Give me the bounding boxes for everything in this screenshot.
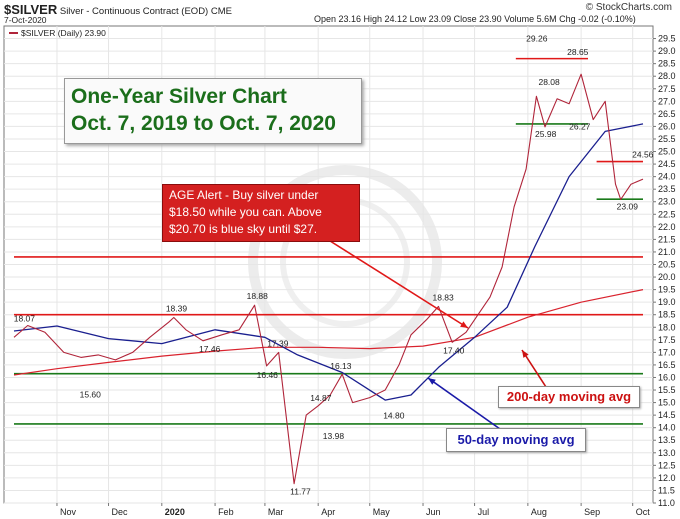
- y-tick-label: 26.0: [658, 121, 676, 131]
- x-tick-label: Sep: [584, 507, 600, 517]
- title-line-1: One-Year Silver Chart: [71, 85, 287, 108]
- y-tick-label: 19.5: [658, 285, 676, 295]
- point-label: 11.77: [290, 487, 311, 497]
- legend-label: $SILVER (Daily) 23.90: [21, 28, 106, 38]
- y-tick-label: 14.5: [658, 410, 676, 420]
- point-label: 17.46: [199, 344, 221, 354]
- exchange: CME: [210, 6, 232, 17]
- y-tick-label: 18.5: [658, 310, 676, 320]
- x-tick-label: Oct: [636, 507, 651, 517]
- point-label: 28.65: [567, 47, 589, 57]
- chart-header: $SILVER Silver - Continuous Contract (EO…: [0, 0, 680, 26]
- y-tick-label: 17.5: [658, 335, 676, 345]
- y-tick-label: 19.0: [658, 297, 676, 307]
- ohlc-readout: Open 23.16 High 24.12 Low 23.09 Close 23…: [314, 14, 636, 24]
- y-tick-label: 27.0: [658, 96, 676, 106]
- alert-line-2: $18.50 while you can. Above: [169, 205, 322, 219]
- point-label: 28.08: [538, 77, 560, 87]
- point-label: 18.39: [166, 303, 188, 313]
- y-tick-label: 12.5: [658, 460, 676, 470]
- y-tick-label: 16.5: [658, 360, 676, 370]
- y-tick-label: 20.5: [658, 260, 676, 270]
- y-tick-label: 17.0: [658, 347, 676, 357]
- x-tick-label: May: [373, 507, 391, 517]
- y-tick-label: 29.0: [658, 46, 676, 56]
- point-label: 16.46: [257, 370, 279, 380]
- y-tick-label: 28.0: [658, 71, 676, 81]
- y-tick-label: 24.0: [658, 172, 676, 182]
- x-tick-label: Jun: [426, 507, 441, 517]
- point-label: 13.98: [323, 431, 345, 441]
- y-tick-label: 21.0: [658, 247, 676, 257]
- x-tick-label: Aug: [531, 507, 547, 517]
- y-tick-label: 13.0: [658, 448, 676, 458]
- y-tick-label: 21.5: [658, 234, 676, 244]
- watermark-coin: [248, 165, 442, 359]
- y-tick-label: 11.5: [658, 485, 675, 495]
- alert-box: AGE Alert - Buy silver under $18.50 whil…: [162, 184, 360, 242]
- title-line-2: Oct. 7, 2019 to Oct. 7, 2020: [71, 112, 336, 135]
- y-tick-label: 15.5: [658, 385, 676, 395]
- y-tick-label: 15.0: [658, 398, 676, 408]
- point-label: 14.80: [383, 411, 405, 421]
- y-tick-label: 13.5: [658, 435, 676, 445]
- x-tick-label: Dec: [112, 507, 129, 517]
- alert-line-3: $20.70 is blue sky until $27.: [169, 222, 318, 236]
- ma50-arrow: [427, 377, 501, 430]
- point-label: 24.56: [632, 150, 654, 160]
- ma200-arrow-head: [522, 350, 529, 358]
- ma50-arrow-head: [428, 378, 436, 385]
- x-tick-label: Nov: [60, 507, 77, 517]
- point-label: 23.09: [617, 201, 639, 211]
- y-tick-label: 14.0: [658, 423, 676, 433]
- point-label: 15.60: [80, 390, 102, 400]
- y-tick-label: 24.5: [658, 159, 676, 169]
- description: Silver - Continuous Contract (EOD): [59, 6, 209, 17]
- point-label: 18.07: [14, 314, 36, 324]
- y-tick-label: 22.5: [658, 209, 676, 219]
- price-series-line: [13, 73, 644, 485]
- x-tick-label: Apr: [321, 507, 335, 517]
- symbol-title: $SILVER Silver - Continuous Contract (EO…: [4, 2, 232, 17]
- y-tick-label: 29.5: [658, 34, 676, 44]
- ma200-annotation: 200-day moving avg: [498, 386, 640, 408]
- point-label: 17.40: [443, 345, 465, 355]
- y-tick-label: 23.5: [658, 184, 676, 194]
- y-tick-label: 18.0: [658, 322, 676, 332]
- point-label: 26.27: [569, 122, 591, 132]
- y-tick-label: 16.0: [658, 372, 676, 382]
- chart-date: 7-Oct-2020: [4, 15, 47, 25]
- x-tick-label: Mar: [268, 507, 284, 517]
- point-label: 29.26: [526, 34, 548, 44]
- y-tick-label: 12.0: [658, 473, 676, 483]
- y-tick-label: 27.5: [658, 84, 676, 94]
- y-tick-label: 23.0: [658, 197, 676, 207]
- point-label: 25.98: [535, 129, 557, 139]
- ma50-annotation: 50-day moving avg: [446, 428, 586, 452]
- ma200-series-line: [13, 289, 644, 376]
- point-label: 18.88: [247, 291, 269, 301]
- x-tick-label: Jul: [478, 507, 490, 517]
- x-tick-label: Feb: [218, 507, 234, 517]
- y-tick-label: 25.5: [658, 134, 676, 144]
- watermark: © StockCharts.com: [585, 2, 672, 13]
- point-label: 14.87: [310, 393, 332, 403]
- y-tick-label: 20.0: [658, 272, 676, 282]
- y-tick-label: 28.5: [658, 59, 676, 69]
- y-tick-label: 25.0: [658, 147, 676, 157]
- alert-arrow-head: [460, 321, 468, 328]
- point-label: 18.83: [432, 292, 454, 302]
- symbol: $SILVER: [4, 2, 58, 17]
- alert-line-1: AGE Alert - Buy silver under: [169, 188, 319, 202]
- y-tick-label: 11.0: [658, 498, 675, 508]
- y-tick-label: 22.0: [658, 222, 676, 232]
- point-label: 17.39: [267, 339, 289, 349]
- point-label: 16.13: [330, 361, 352, 371]
- x-tick-label: 2020: [165, 507, 185, 517]
- y-tick-label: 26.5: [658, 109, 676, 119]
- chart-title-box: One-Year Silver Chart Oct. 7, 2019 to Oc…: [64, 78, 362, 144]
